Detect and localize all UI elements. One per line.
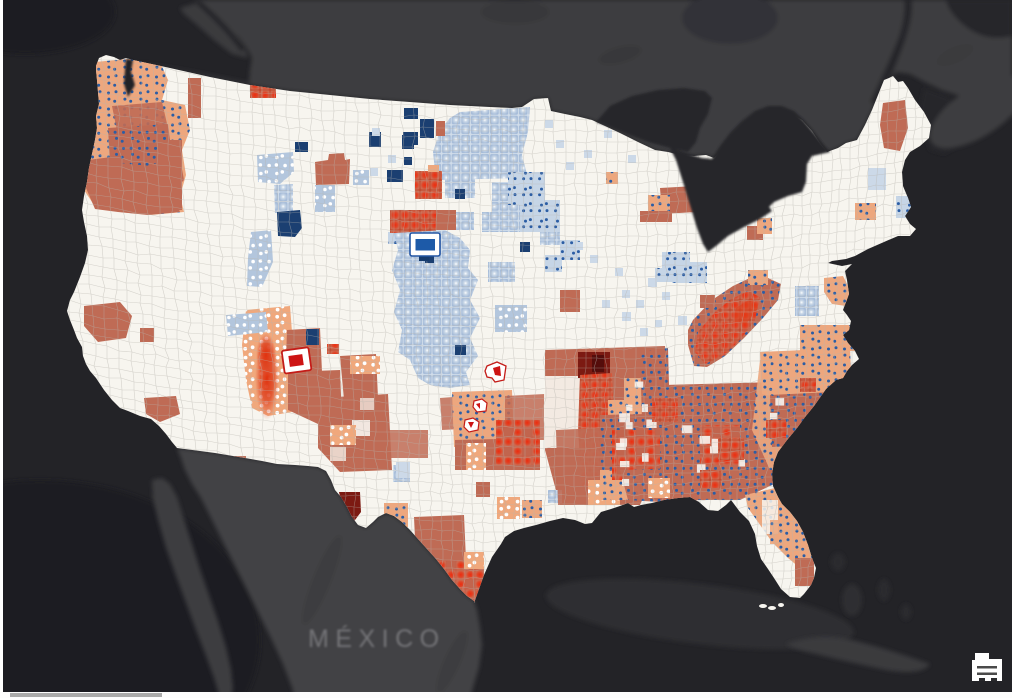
svg-text:MÉXICO: MÉXICO <box>308 624 446 653</box>
